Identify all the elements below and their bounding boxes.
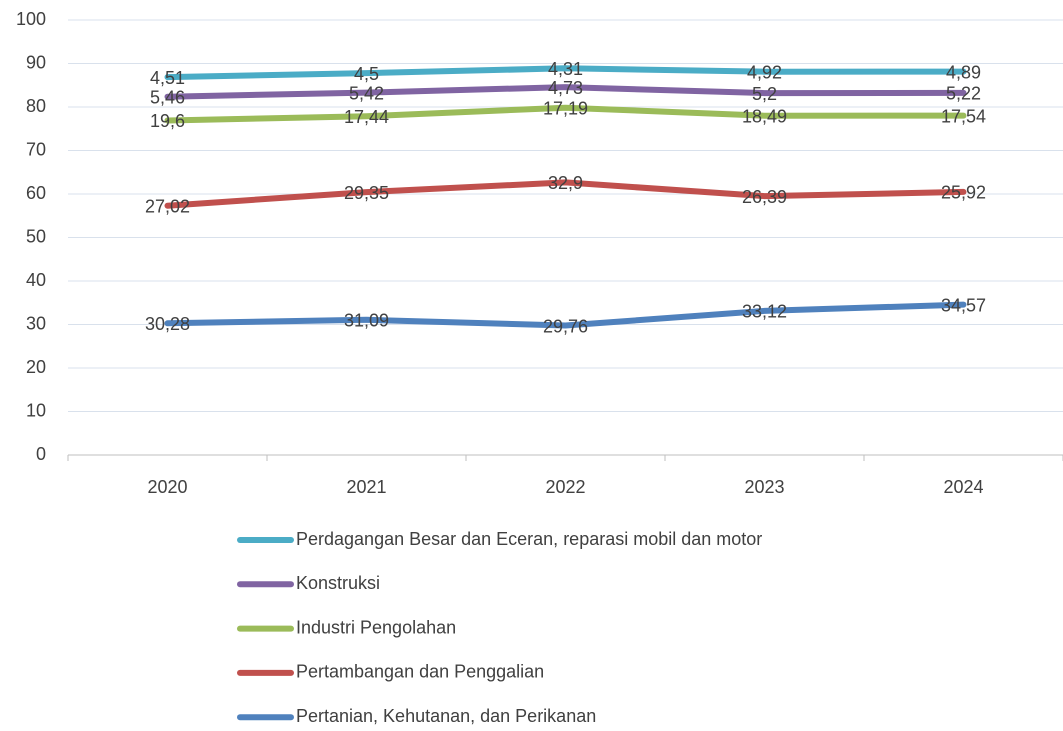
legend-label: Perdagangan Besar dan Eceran, reparasi m… bbox=[296, 529, 762, 549]
legend-label: Industri Pengolahan bbox=[296, 617, 456, 637]
y-tick-label: 90 bbox=[26, 52, 46, 72]
data-label: 32,9 bbox=[548, 173, 583, 193]
data-label: 5,46 bbox=[150, 87, 185, 107]
y-tick-label: 10 bbox=[26, 400, 46, 420]
x-tick-label: 2020 bbox=[147, 477, 187, 497]
data-label: 4,51 bbox=[150, 68, 185, 88]
data-label: 4,73 bbox=[548, 78, 583, 98]
x-tick-label: 2024 bbox=[943, 477, 983, 497]
data-label: 4,5 bbox=[354, 64, 379, 84]
data-label: 4,89 bbox=[946, 62, 981, 82]
y-tick-label: 0 bbox=[36, 444, 46, 464]
data-label: 33,12 bbox=[742, 302, 787, 322]
y-tick-label: 100 bbox=[16, 9, 46, 29]
x-tick-label: 2021 bbox=[346, 477, 386, 497]
y-tick-label: 20 bbox=[26, 357, 46, 377]
legend-label: Pertambangan dan Penggalian bbox=[296, 662, 544, 682]
y-tick-label: 80 bbox=[26, 96, 46, 116]
data-label: 19,6 bbox=[150, 111, 185, 131]
data-label: 30,28 bbox=[145, 314, 190, 334]
data-label: 17,54 bbox=[941, 106, 986, 126]
data-label: 31,09 bbox=[344, 311, 389, 331]
series-line bbox=[164, 84, 967, 100]
x-tick-label: 2023 bbox=[744, 477, 784, 497]
legend-label: Pertanian, Kehutanan, dan Perikanan bbox=[296, 706, 596, 726]
y-tick-label: 50 bbox=[26, 226, 46, 246]
data-label: 5,22 bbox=[946, 84, 981, 104]
data-label: 29,35 bbox=[344, 183, 389, 203]
data-label: 5,42 bbox=[349, 83, 384, 103]
series-line bbox=[164, 65, 967, 81]
legend-label: Konstruksi bbox=[296, 573, 380, 593]
y-tick-label: 70 bbox=[26, 139, 46, 159]
data-label: 18,49 bbox=[742, 106, 787, 126]
data-label: 25,92 bbox=[941, 183, 986, 203]
data-label: 29,76 bbox=[543, 316, 588, 336]
data-label: 4,31 bbox=[548, 59, 583, 79]
y-tick-label: 30 bbox=[26, 313, 46, 333]
data-label: 27,02 bbox=[145, 196, 190, 216]
data-label: 26,39 bbox=[742, 187, 787, 207]
y-tick-label: 60 bbox=[26, 183, 46, 203]
data-label: 5,2 bbox=[752, 84, 777, 104]
y-tick-label: 40 bbox=[26, 270, 46, 290]
data-label: 17,44 bbox=[344, 107, 389, 127]
data-label: 17,19 bbox=[543, 98, 588, 118]
series-line bbox=[164, 179, 967, 209]
series-line bbox=[164, 301, 967, 329]
data-label: 34,57 bbox=[941, 295, 986, 315]
data-label: 4,92 bbox=[747, 62, 782, 82]
x-tick-label: 2022 bbox=[545, 477, 585, 497]
series-line bbox=[164, 104, 967, 124]
